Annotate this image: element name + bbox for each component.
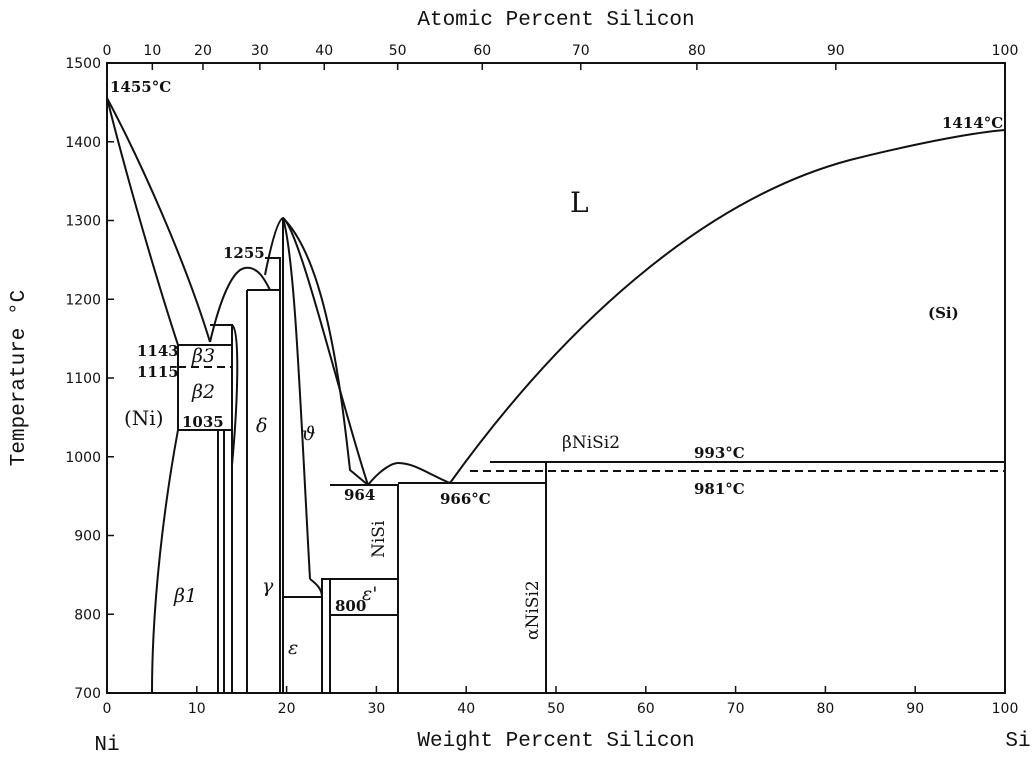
y-tick-label: 1500: [65, 56, 101, 72]
left-end-label: Ni: [94, 734, 119, 757]
x-tick-label: 70: [727, 701, 745, 717]
x-tick-label: 10: [188, 701, 206, 717]
x-tick-label: 0: [103, 701, 112, 717]
top-tick-label: 80: [688, 43, 706, 59]
annotation: βNiSi2: [562, 433, 620, 453]
annotation: 964: [344, 486, 375, 504]
plot-frame: [107, 63, 1005, 693]
y-tick-label: 1300: [65, 214, 101, 230]
x-tick-label: 100: [992, 701, 1019, 717]
x-tick-label: 60: [637, 701, 655, 717]
annotation: 1255: [223, 244, 265, 262]
y-tick-label: 900: [74, 529, 101, 545]
x-tick-label: 80: [816, 701, 834, 717]
x-tick-label: 50: [547, 701, 565, 717]
y-axis-label: Temperature °C: [8, 290, 31, 466]
annotation: ϑ: [302, 423, 316, 445]
top-tick-label: 90: [827, 43, 845, 59]
annotation: β3: [191, 345, 215, 367]
annotations: 1455°C 1414°C L (Si) 1255 1143 1115 1035…: [110, 78, 1003, 659]
x-tick-label: 30: [367, 701, 385, 717]
x-tick-label: 40: [457, 701, 475, 717]
page: {"top_axis": {"label": "Atomic Percent S…: [0, 0, 1036, 758]
y-tick-label: 1400: [65, 135, 101, 151]
annotation: (Si): [928, 304, 959, 322]
annotation: γ: [262, 575, 274, 597]
top-tick-label: 20: [194, 43, 212, 59]
x-tick-label: 20: [278, 701, 296, 717]
top-tick-label: 30: [251, 43, 269, 59]
annotation: ε: [288, 637, 298, 659]
annotation: 966°C: [440, 490, 491, 508]
annotation: 800: [335, 597, 366, 615]
right-end-label: Si: [1005, 730, 1030, 753]
y-tick-label: 700: [74, 686, 101, 702]
annotation: NiSi: [369, 520, 389, 558]
top-tick-label: 100: [992, 43, 1019, 59]
annotation: 993°C: [694, 444, 745, 462]
annotation: 1115: [137, 363, 179, 381]
annotation: δ: [256, 415, 267, 437]
y-tick-label: 1000: [65, 450, 101, 466]
annotation: 981°C: [694, 480, 745, 498]
annotation: L: [570, 186, 589, 219]
phase-diagram: Atomic Percent Silicon Weight Percent Si…: [0, 0, 1036, 758]
x-tick-label: 90: [906, 701, 924, 717]
annotation: β1: [173, 585, 197, 607]
annotation: β2: [191, 381, 215, 403]
top-tick-label: 10: [143, 43, 161, 59]
x-axis-label: Weight Percent Silicon: [417, 730, 694, 753]
annotation: 1143: [137, 342, 179, 360]
top-tick-label: 50: [389, 43, 407, 59]
annotation: αNiSi2: [523, 580, 543, 640]
top-tick-label: 40: [315, 43, 333, 59]
top-axis-label: Atomic Percent Silicon: [417, 9, 694, 32]
y-tick-label: 1200: [65, 292, 101, 308]
top-tick-label: 70: [572, 43, 590, 59]
y-tick-label: 1100: [65, 371, 101, 387]
top-tick-label: 0: [103, 43, 112, 59]
annotation: (Ni): [124, 406, 164, 430]
y-tick-label: 800: [74, 607, 101, 623]
annotation: 1455°C: [110, 78, 171, 96]
top-tick-label: 60: [473, 43, 491, 59]
annotation: 1414°C: [942, 114, 1003, 132]
annotation: 1035: [182, 413, 224, 431]
phase-boundaries: [107, 98, 1005, 693]
